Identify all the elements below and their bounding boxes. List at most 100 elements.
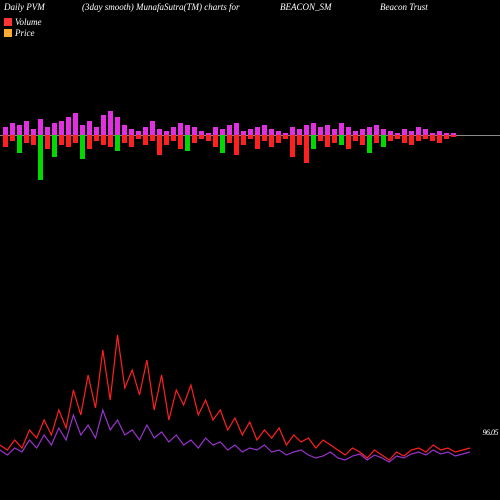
bar-down [66, 135, 71, 147]
bar-up [101, 115, 106, 135]
bar-down [339, 135, 344, 145]
bar-down [94, 135, 99, 141]
bar-down [129, 135, 134, 147]
bar-down [80, 135, 85, 159]
bar-up [311, 123, 316, 135]
bar-up [143, 127, 148, 135]
bar-down [185, 135, 190, 151]
bar-down [402, 135, 407, 143]
bar-down [409, 135, 414, 145]
bar-up [80, 125, 85, 135]
bar-up [17, 125, 22, 135]
bar-down [353, 135, 358, 141]
bar-down [262, 135, 267, 141]
bar-down [108, 135, 113, 147]
bar-up [262, 125, 267, 135]
bar-down [136, 135, 141, 139]
bar-up [24, 121, 29, 135]
bar-up [318, 127, 323, 135]
bar-down [430, 135, 435, 141]
bar-down [346, 135, 351, 149]
bar-down [17, 135, 22, 153]
header-name: Beacon Trust [380, 2, 428, 12]
bar-up [325, 125, 330, 135]
bar-down [150, 135, 155, 141]
bar-down [164, 135, 169, 145]
bar-up [234, 123, 239, 135]
bar-up [304, 125, 309, 135]
bar-down [45, 135, 50, 149]
bar-down [304, 135, 309, 163]
bar-down [192, 135, 197, 143]
bar-down [115, 135, 120, 151]
bar-up [227, 125, 232, 135]
bar-up [192, 127, 197, 135]
bar-down [73, 135, 78, 143]
bar-down [297, 135, 302, 145]
bar-down [318, 135, 323, 141]
bar-down [3, 135, 8, 147]
bar-up [108, 111, 113, 135]
chart-header: Daily PVM (3day smooth) MunafaSutra(TM) … [0, 2, 500, 16]
bar-down [101, 135, 106, 145]
price-swatch [4, 29, 12, 37]
bar-down [24, 135, 29, 143]
bar-down [444, 135, 449, 139]
legend-price: Price [4, 27, 42, 38]
bar-down [241, 135, 246, 145]
bar-down [360, 135, 365, 145]
bar-down [171, 135, 176, 141]
bar-up [178, 123, 183, 135]
bar-up [171, 127, 176, 135]
bar-up [94, 127, 99, 135]
legend-volume: Volume [4, 16, 42, 27]
bar-down [311, 135, 316, 149]
bar-down [38, 135, 43, 180]
bar-down [10, 135, 15, 141]
bar-up [10, 123, 15, 135]
bar-down [220, 135, 225, 153]
bar-up [66, 117, 71, 135]
line-svg [0, 280, 500, 480]
bar-down [395, 135, 400, 139]
header-symbol: BEACON_SM [280, 2, 332, 12]
bar-down [213, 135, 218, 147]
bar-up [416, 127, 421, 135]
bar-up [255, 127, 260, 135]
bar-up [115, 117, 120, 135]
bar-up [52, 123, 57, 135]
bar-down [143, 135, 148, 145]
bar-down [388, 135, 393, 141]
bar-down [59, 135, 64, 145]
bar-up [213, 127, 218, 135]
bar-down [122, 135, 127, 143]
header-mid: (3day smooth) MunafaSutra(TM) charts for [82, 2, 240, 12]
bar-up [374, 125, 379, 135]
top-bar-chart [0, 85, 500, 185]
header-left: Daily PVM [4, 2, 45, 12]
bar-up [346, 127, 351, 135]
bar-down [178, 135, 183, 149]
bar-down [437, 135, 442, 143]
bar-down [227, 135, 232, 143]
bar-down [451, 135, 456, 137]
bar-up [59, 121, 64, 135]
bar-down [248, 135, 253, 139]
bottom-line-chart: 96.05 [0, 280, 500, 480]
legend-volume-label: Volume [15, 17, 42, 27]
bar-down [332, 135, 337, 143]
bar-down [381, 135, 386, 147]
bar-up [185, 125, 190, 135]
bar-down [423, 135, 428, 139]
bar-down [87, 135, 92, 149]
bar-down [325, 135, 330, 147]
bar-down [157, 135, 162, 155]
red-line [0, 335, 470, 460]
y-label-a: 96.05 [483, 428, 499, 437]
bar-up [339, 123, 344, 135]
bar-down [234, 135, 239, 155]
legend: Volume Price [4, 16, 42, 38]
bar-down [199, 135, 204, 139]
bar-down [290, 135, 295, 157]
bar-up [290, 127, 295, 135]
